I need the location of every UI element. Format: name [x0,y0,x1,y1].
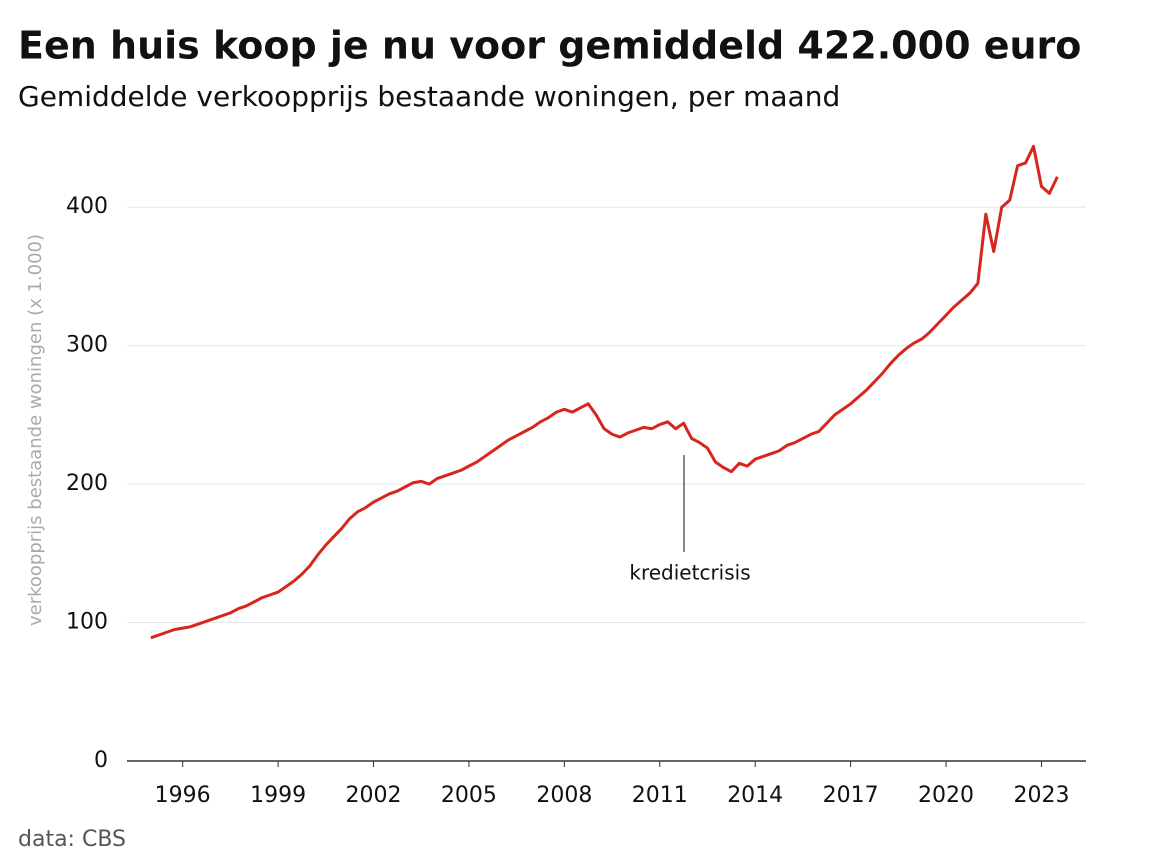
x-tick-label: 1996 [155,783,211,808]
y-tick-label: 200 [66,471,108,496]
x-tick-label: 2002 [346,783,402,808]
x-tick-label: 2011 [632,783,688,808]
annotation: kredietcrisis [629,561,750,585]
y-axis-label: verkoopprijs bestaande woningen (x 1.000… [25,234,46,626]
y-tick-label: 0 [94,748,108,773]
x-tick-label: 1999 [250,783,306,808]
source: data: CBS [18,827,126,852]
x-tick-label: 2014 [727,783,783,808]
y-tick-label: 100 [66,610,108,635]
x-tick-label: 2008 [536,783,592,808]
x-tick-label: 2020 [918,783,974,808]
chart-subtitle: Gemiddelde verkoopprijs bestaande woning… [18,80,840,113]
y-tick-label: 300 [66,333,108,358]
x-tick-label: 2023 [1013,783,1069,808]
line [150,144,1059,640]
x-tick-label: 2017 [823,783,879,808]
y-tick-label: 400 [66,194,108,219]
chart-title: Een huis koop je nu voor gemiddeld 422.0… [18,24,1081,68]
x-tick-label: 2005 [441,783,497,808]
